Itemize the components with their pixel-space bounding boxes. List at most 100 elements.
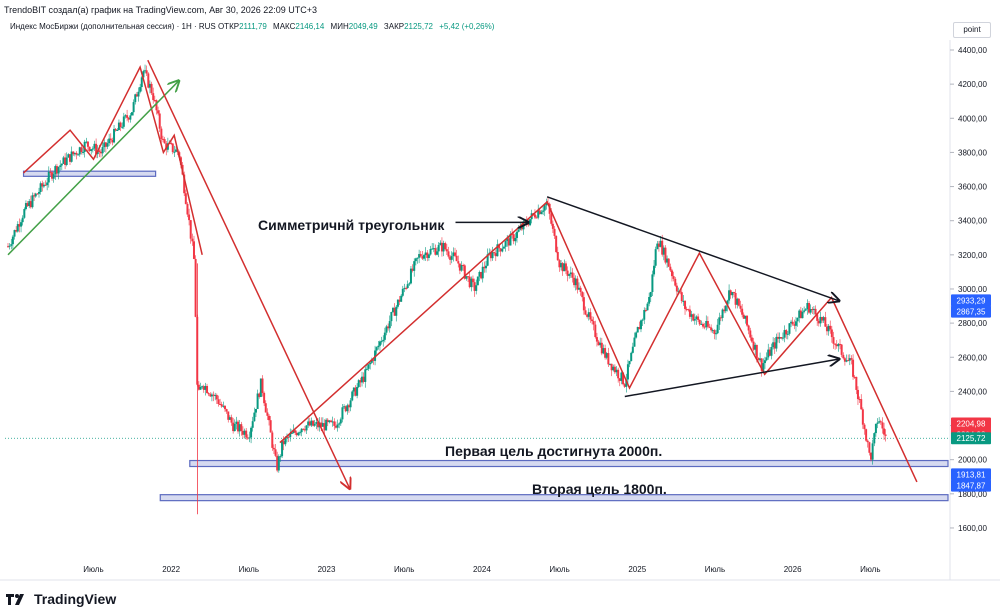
candle-body (333, 421, 336, 426)
candle-body (313, 423, 316, 426)
candle-body (551, 223, 554, 229)
candle-body (256, 393, 259, 410)
candle-body (842, 354, 845, 359)
candle-body (292, 430, 295, 433)
candle-body (57, 166, 60, 174)
candle-body (591, 319, 594, 322)
candle-body (204, 385, 207, 390)
candle-body (700, 323, 703, 325)
candle-body (808, 303, 811, 313)
candle-body (59, 165, 62, 167)
x-tick-label: 2023 (318, 565, 336, 574)
candle-body (277, 456, 280, 471)
candle-body (382, 339, 385, 342)
candle-body (24, 203, 27, 210)
candle-body (152, 93, 155, 101)
candle-body (506, 238, 509, 242)
high-value: 2146,14 (295, 22, 325, 31)
candle-body (421, 256, 424, 259)
triangle-annotation: Симметричнй треугольник (258, 217, 445, 233)
candle-body (623, 384, 626, 387)
candle-body (315, 422, 318, 424)
candle-body (781, 337, 784, 339)
candle-body (871, 443, 874, 460)
candle-body (65, 157, 68, 165)
candle-body (550, 213, 553, 224)
candle-body (354, 387, 357, 396)
candle-body (684, 300, 687, 309)
candle-body (584, 310, 587, 315)
candle-body (509, 233, 512, 246)
candle-body (653, 265, 656, 275)
candle-body (365, 368, 368, 370)
candle-body (51, 172, 54, 179)
candle-body (481, 266, 484, 279)
candle-body (563, 263, 566, 272)
candle-body (622, 372, 625, 385)
candle-body (272, 447, 275, 450)
candle-body (263, 392, 266, 404)
candle-body (755, 344, 758, 359)
candle-body (310, 420, 313, 426)
x-tick-label: Июль (860, 565, 880, 574)
candle-body (608, 363, 611, 365)
candle-body (566, 270, 569, 276)
candle-body (46, 182, 49, 186)
candle-body (157, 110, 160, 114)
candle-body (330, 420, 333, 422)
candle-body (533, 214, 536, 218)
candle-body (406, 284, 409, 289)
candle-body (408, 283, 411, 285)
candle-body (21, 217, 24, 223)
candle-body (361, 376, 364, 383)
candle-body (726, 300, 729, 306)
scale-mode-button[interactable]: point (953, 22, 991, 38)
candle-body (600, 342, 603, 354)
candle-body (222, 405, 225, 407)
candle-body (667, 258, 670, 267)
candle-body (93, 143, 96, 149)
candle-body (419, 254, 422, 257)
candle-body (357, 380, 360, 387)
candle-body (685, 308, 688, 310)
y-tick-label: 2400,00 (958, 387, 987, 396)
candle-body (625, 379, 628, 387)
candle-body (320, 422, 323, 427)
candle-body (874, 423, 877, 434)
candle-body (119, 122, 122, 128)
candle-body (106, 143, 109, 147)
candle-body (821, 316, 824, 321)
candle-body (147, 73, 150, 88)
candle-body (705, 320, 708, 328)
candle-body (480, 271, 483, 279)
candle-body (217, 399, 220, 405)
candle-body (28, 201, 31, 207)
candle-body (114, 128, 117, 131)
candle-body (620, 372, 623, 381)
candle-body (55, 166, 58, 174)
candle-body (747, 325, 750, 331)
candle-body (576, 278, 579, 290)
candle-body (142, 71, 145, 78)
candle-body (99, 151, 102, 154)
candle-body (460, 265, 463, 271)
candle-body (491, 252, 494, 259)
candle-body (791, 321, 794, 325)
candle-body (778, 337, 781, 339)
candle-body (214, 395, 217, 397)
candle-body (225, 409, 228, 412)
candle-body (643, 309, 646, 320)
candle-body (633, 337, 636, 347)
candle-body (589, 312, 592, 320)
candle-body (336, 424, 339, 428)
candle-body (697, 316, 700, 320)
candle-body (155, 100, 158, 111)
candle-body (812, 308, 815, 310)
candle-body (486, 254, 489, 266)
price-badge (951, 468, 991, 481)
trend-line-red (147, 59, 350, 489)
candle-body (811, 309, 814, 311)
candle-body (662, 247, 665, 255)
candle-body (467, 276, 470, 278)
